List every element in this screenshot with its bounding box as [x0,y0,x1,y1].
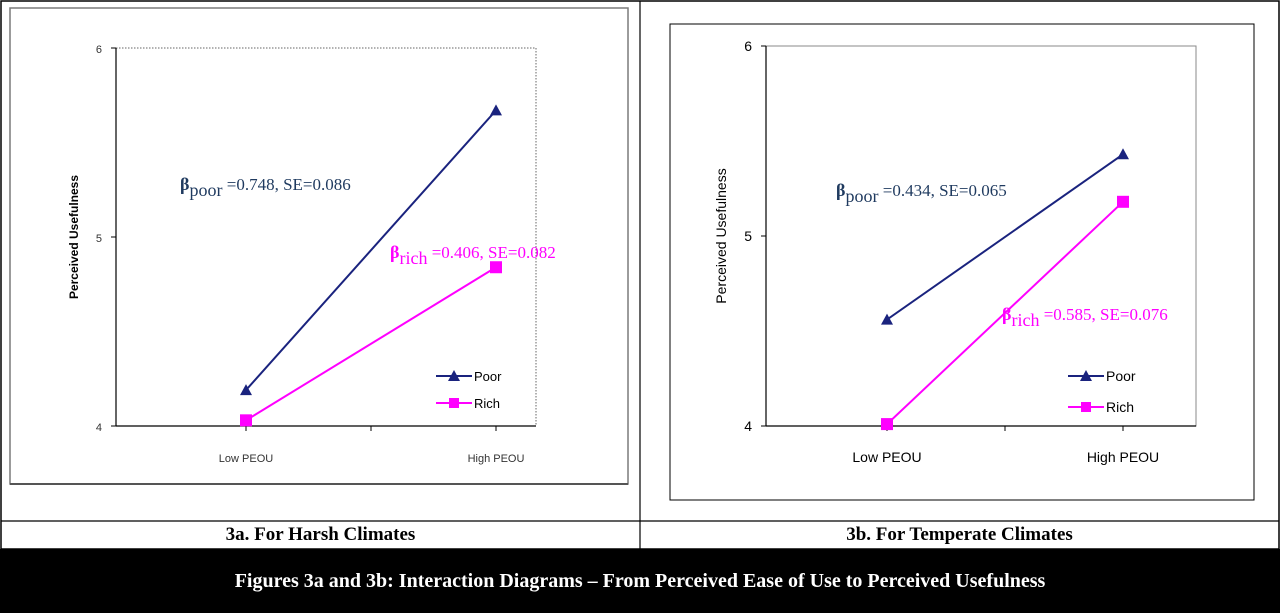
data-point-poor [881,313,893,325]
beta-annotation-poor: βpoor =0.434, SE=0.065 [836,180,1007,206]
chart-area-border [669,23,1255,501]
legend-marker-rich [1081,402,1091,412]
data-point-poor [240,384,252,396]
beta-annotation-poor: βpoor =0.748, SE=0.086 [180,174,351,200]
data-point-poor [490,104,502,116]
y-tick-label: 5 [96,233,102,245]
y-tick-label: 4 [96,422,102,434]
data-point-rich [490,261,502,274]
x-tick-label: High PEOU [1087,449,1159,465]
y-axis-label: Perceived Usefulness [713,168,729,303]
legend-marker-poor [1080,370,1092,381]
data-point-rich [881,418,893,431]
figure-caption-banner: Figures 3a and 3b: Interaction Diagrams … [0,549,1280,613]
legend-marker-poor [448,370,460,381]
legend-label-rich: Rich [474,396,500,411]
data-point-poor [1117,148,1129,160]
legend-label-poor: Poor [474,369,502,384]
y-tick-label: 5 [744,228,752,244]
x-tick-label: High PEOU [468,453,525,465]
data-point-rich [1117,195,1129,208]
chart-harsh-climates: 4 5 6 Low PEOU High PEOU Perceived Usefulness… [8,6,632,518]
x-tick-label: Low PEOU [219,453,273,465]
legend-marker-rich [449,398,459,408]
y-axis-label: Perceived Usefulness [67,175,81,299]
legend-label-poor: Poor [1106,368,1136,384]
x-tick-label: Low PEOU [852,449,921,465]
y-tick-label: 6 [96,44,102,56]
y-tick-label: 6 [744,38,752,54]
chart-area-border [9,7,629,485]
series-line-rich [886,201,1124,425]
chart-temperate-climates: 4 5 6 Low PEOU High PEOU Perceived Usefulness… [650,6,1274,518]
legend-label-rich: Rich [1106,399,1134,415]
y-tick-label: 4 [744,418,752,434]
beta-annotation-rich: βrich =0.406, SE=0.082 [390,242,556,268]
series-line-poor [245,109,497,391]
caption-harsh-climates: 3a. For Harsh Climates [225,524,416,545]
beta-annotation-rich: βrich =0.585, SE=0.076 [1002,304,1168,330]
caption-temperate-climates: 3b. For Temperate Climates [846,524,1073,545]
series-line-rich [245,266,497,422]
data-point-rich [240,414,252,427]
series-line-poor [886,153,1124,321]
